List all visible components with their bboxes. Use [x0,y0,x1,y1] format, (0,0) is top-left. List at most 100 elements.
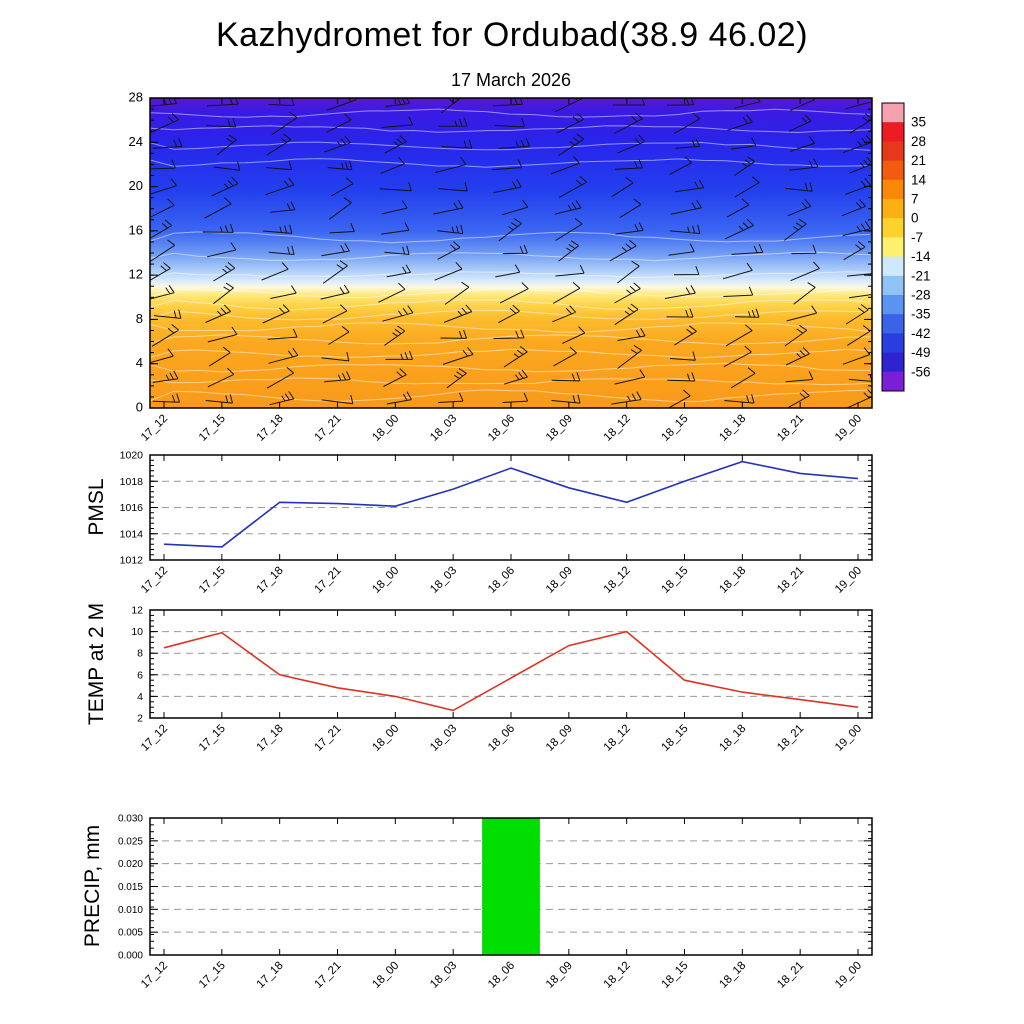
x-tick-label: 18_03 [428,565,459,596]
colorbar-label: 21 [911,153,926,168]
x-tick-label: 18_09 [544,960,575,991]
colorbar-band [882,295,904,315]
x-tick-label: 19_00 [833,413,864,444]
colorbar-label: 28 [911,134,926,149]
y-tick-label: 24 [129,134,143,149]
x-tick-label: 18_12 [602,723,633,754]
x-tick-label: 18_03 [428,960,459,991]
panel-frame [149,97,873,409]
x-tick-label: 18_09 [544,413,575,444]
colorbar-band [882,275,904,296]
colorbar-label: -56 [911,364,931,379]
x-tick-label: 19_00 [833,960,864,991]
pmsl-panel: 1012 1014 1016 1018 1020 17_12 17_15 17_18 17_21… [120,450,873,596]
x-tick-label: 17_15 [197,565,228,596]
y-tick-label: 4 [137,691,143,703]
x-tick-label: 18_18 [717,723,748,754]
y-tick-label: 8 [137,648,143,660]
y-tick-label: 0.020 [118,859,143,870]
precip-panel: 0.000 0.005 0.010 0.015 0.020 0.025 0.030 17_12… [118,814,873,991]
x-tick-label: 17_18 [255,723,286,754]
y-tick-label: 0.000 [118,951,143,962]
x-tick-label: 18_12 [602,565,633,596]
y-tick-label: 8 [136,311,143,326]
y-tick-label: 1014 [120,528,144,540]
x-tick-label: 18_06 [486,565,517,596]
x-tick-label: 17_18 [255,960,286,991]
x-tick-label: 17_12 [139,723,170,754]
y-tick-label: 6 [137,669,143,681]
colorbar-band [882,314,904,334]
colorbar-label: -42 [911,326,931,341]
colorbar-band [882,179,904,200]
y-tick-label: 12 [131,605,143,617]
chart-subtitle: 17 March 2026 [450,70,572,90]
colorbar-band [882,141,904,161]
y-tick-label: 2 [137,713,143,725]
x-tick-label: 17_21 [313,413,344,444]
x-tick-label: 17_21 [313,565,344,596]
y-tick-label: 28 [129,90,143,105]
x-tick-label: 18_18 [717,565,748,596]
x-tick-label: 18_00 [370,413,401,444]
y-tick-label: 0.015 [118,882,143,893]
colorbar-label: -28 [911,288,931,303]
y-tick-label: 12 [129,267,143,282]
x-tick-label: 18_06 [486,413,517,444]
y-tick-label: 1018 [120,476,144,488]
x-tick-label: 18_12 [602,413,633,444]
colorbar-band [882,237,904,257]
colorbar-band [882,256,904,277]
x-tick-label: 19_00 [833,565,864,596]
x-tick-label: 18_21 [775,565,806,596]
colorbar-band [882,352,904,373]
wind-barbs [150,98,872,408]
y-tick-label: 0 [136,400,143,415]
colorbar-label: -35 [911,307,931,322]
x-tick-label: 17_15 [197,413,228,444]
colorbar-label: 7 [911,192,919,207]
colorbar-band [882,160,904,181]
x-tick-label: 18_09 [544,723,575,754]
x-tick-label: 18_18 [717,413,748,444]
x-tick-label: 17_12 [139,960,170,991]
colorbar-band [882,218,904,238]
colorbar-label: -14 [911,249,931,264]
y-tick-label: 20 [129,178,143,193]
colorbar: 35 28 21 14 7 0 -7 -14 -21 -28 -35 -42 -49 -56 [881,102,931,392]
colorbar-label: 35 [911,115,926,130]
y-tick-label: 16 [129,222,143,237]
y-tick-label: 0.025 [118,836,143,847]
colorbar-label: 14 [911,172,927,187]
y-tick-label: 0.030 [118,814,143,825]
x-tick-label: 18_21 [775,723,806,754]
panel-frame [149,609,873,719]
colorbar-label: 0 [911,211,919,226]
x-tick-label: 18_15 [660,723,691,754]
x-tick-label: 17_12 [139,413,170,444]
x-tick-label: 18_15 [660,960,691,991]
panel-frame [149,817,873,956]
temp-panel-series [163,630,859,712]
colorbar-label: -7 [911,230,923,245]
precip-bar [482,818,540,955]
y-tick-label: 4 [136,355,143,370]
y-tick-label: 0.010 [118,905,143,916]
y-tick-label: 0.005 [118,928,143,939]
x-tick-label: 18_21 [775,413,806,444]
x-tick-label: 18_03 [428,723,459,754]
colorbar-band [882,103,904,123]
colorbar-label: -21 [911,268,931,283]
x-tick-label: 17_15 [197,723,228,754]
x-tick-label: 18_15 [660,565,691,596]
y-tick-label: 1016 [120,502,144,514]
x-tick-label: 19_00 [833,723,864,754]
x-tick-label: 17_18 [255,565,286,596]
pmsl-panel-series [163,460,859,548]
panel-frame [149,454,873,561]
x-tick-label: 18_09 [544,565,575,596]
x-tick-label: 18_06 [486,960,517,991]
colorbar-label: -49 [911,345,931,360]
chart-title: Kazhydromet for Ordubad(38.9 46.02) [215,16,809,54]
